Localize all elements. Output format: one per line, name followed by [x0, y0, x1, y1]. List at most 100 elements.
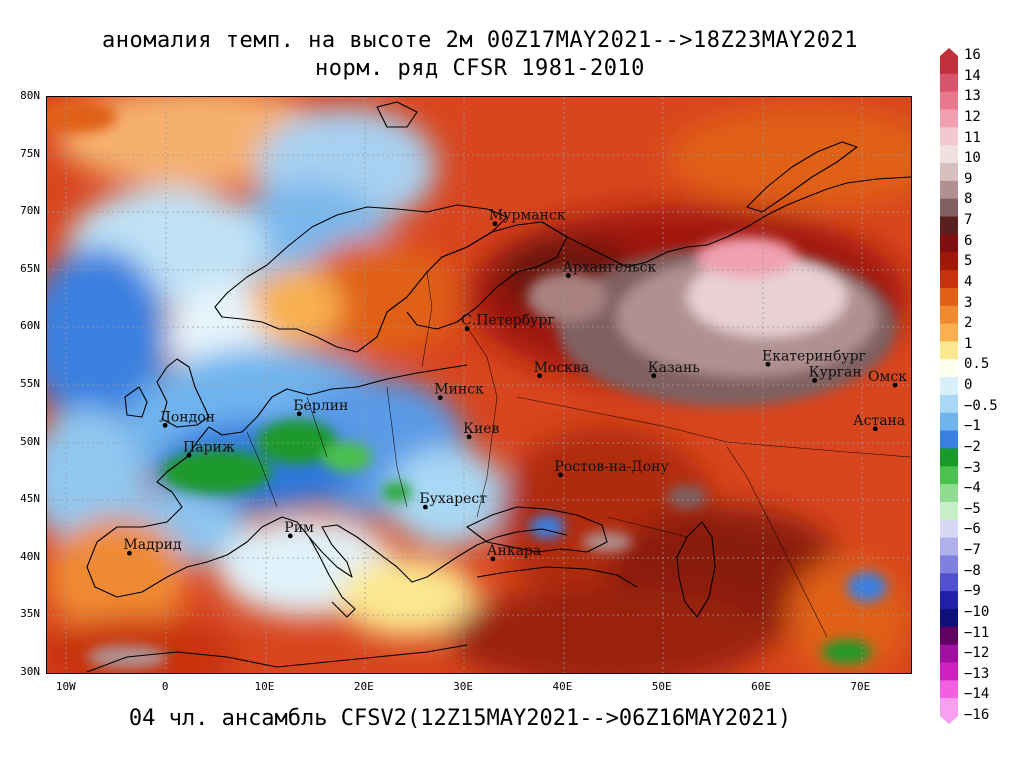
lat-tick-label: 65N	[20, 261, 40, 275]
colorbar-swatch	[940, 341, 958, 360]
colorbar-level-label: 1	[964, 335, 973, 352]
colorbar-level-label: 0.5	[964, 356, 990, 373]
city-marker	[127, 550, 132, 556]
colorbar-swatch	[940, 234, 958, 253]
lon-tick-label: 40E	[552, 680, 573, 693]
colorbar-arrow-top	[940, 48, 958, 56]
lat-tick-label: 40N	[20, 549, 40, 563]
colorbar-swatch	[940, 180, 958, 200]
city-label: Астана	[853, 413, 905, 429]
colorbar-level-label: 6	[964, 232, 973, 249]
city-marker	[162, 422, 168, 428]
country-borders	[246, 271, 911, 638]
colorbar-swatch	[940, 252, 958, 271]
colorbar-level-label: 13	[964, 88, 981, 105]
colorbar-swatch	[940, 591, 958, 610]
colorbar-level-label: 0	[964, 377, 973, 393]
city-marker	[558, 472, 563, 478]
colorbar-level-label: −13	[964, 665, 990, 682]
lat-tick-label: 80N	[20, 89, 40, 102]
colorbar-swatch	[940, 573, 958, 592]
city-marker	[466, 434, 472, 440]
colorbar-swatch	[940, 91, 958, 111]
city-marker	[422, 504, 428, 510]
colorbar-swatch	[940, 216, 958, 235]
city-marker	[437, 395, 443, 401]
colorbar-swatch	[940, 662, 958, 681]
colorbar-level-label: −9	[964, 583, 981, 600]
city-marker	[287, 533, 293, 539]
lat-tick-label: 30N	[20, 665, 40, 678]
colorbar-swatch	[940, 377, 958, 396]
colorbar-swatch	[940, 501, 958, 521]
city-label: Минск	[434, 382, 484, 398]
lat-tick-label: 45N	[20, 492, 40, 506]
colorbar-swatch	[940, 109, 958, 128]
colorbar-swatch	[940, 626, 958, 646]
lat-tick-label: 55N	[20, 377, 40, 390]
colorbar-swatch	[940, 448, 958, 467]
city-label: Мадрид	[123, 537, 182, 553]
colorbar-level-label: 14	[964, 67, 981, 84]
city-label: Берлин	[293, 398, 348, 414]
city-label: Рим	[284, 520, 314, 536]
map-canvas: Мурманск Архангельск С.Петербург Москва Каза…	[47, 97, 911, 673]
colorbar-swatch	[940, 305, 958, 325]
colorbar-level-label: 12	[964, 108, 981, 125]
colorbar-swatch	[940, 680, 958, 699]
colorbar-swatch	[940, 412, 958, 432]
colorbar-swatch	[940, 127, 958, 146]
colorbar-level-label: 2	[964, 315, 973, 332]
city-label: Бухарест	[419, 491, 487, 507]
city-label: Анкара	[487, 543, 541, 559]
colorbar-level-label: −12	[964, 645, 990, 662]
colorbar-swatch	[940, 484, 958, 503]
colorbar-swatch	[940, 519, 958, 539]
city-label: Париж	[183, 439, 235, 455]
city-label: Курган	[809, 364, 862, 380]
colorbar-level-label: 3	[964, 294, 973, 311]
colorbar-swatch	[940, 56, 958, 75]
colorbar-swatch	[940, 145, 958, 164]
colorbar	[940, 48, 958, 724]
colorbar-level-label: −16	[964, 707, 990, 723]
city-marker	[892, 382, 898, 388]
colorbar-swatch	[940, 644, 958, 663]
lon-tick-label: 10E	[254, 680, 275, 693]
colorbar-level-label: −0.5	[964, 397, 998, 414]
city-label: Киев	[463, 421, 499, 437]
colorbar-level-label: −2	[964, 438, 981, 455]
colorbar-level-label: −6	[964, 521, 981, 538]
colorbar-level-label: 8	[964, 191, 973, 208]
colorbar-level-label: 11	[964, 129, 981, 146]
colorbar-level-label: −4	[964, 480, 981, 497]
colorbar-swatch	[940, 466, 958, 485]
city-label: Лондон	[159, 409, 215, 425]
colorbar-swatch	[940, 555, 958, 574]
city-label: Екатеринбург	[762, 348, 866, 364]
map-title-line1: аномалия темп. на высоте 2м 00Z17MAY2021…	[102, 28, 858, 53]
city-marker	[872, 426, 878, 432]
colorbar-level-label: −14	[964, 686, 990, 703]
colorbar-swatch	[940, 430, 958, 449]
city-label: Москва	[534, 360, 590, 376]
lat-tick-label: 70N	[20, 204, 40, 218]
anomaly-field	[47, 97, 911, 673]
colorbar-level-label: −8	[964, 562, 981, 579]
city-label: Архангельск	[562, 260, 656, 276]
colorbar-swatch	[940, 608, 958, 628]
city-marker	[565, 273, 571, 278]
lon-tick-label: 10W	[55, 680, 76, 693]
colorbar-level-label: −3	[964, 459, 981, 476]
colorbar-level-label: −5	[964, 500, 981, 517]
lon-tick-label: 30E	[453, 680, 474, 693]
city-marker	[296, 411, 302, 417]
colorbar-level-label: 7	[964, 212, 973, 228]
lon-tick-label: 60E	[751, 680, 771, 693]
lon-tick-label: 0	[161, 680, 169, 693]
colorbar-level-label: 10	[964, 150, 981, 167]
lat-tick-label: 75N	[20, 146, 40, 160]
colorbar-level-label: −1	[964, 418, 981, 435]
lat-tick-label: 50N	[20, 434, 40, 448]
lat-tick-label: 60N	[20, 319, 40, 333]
